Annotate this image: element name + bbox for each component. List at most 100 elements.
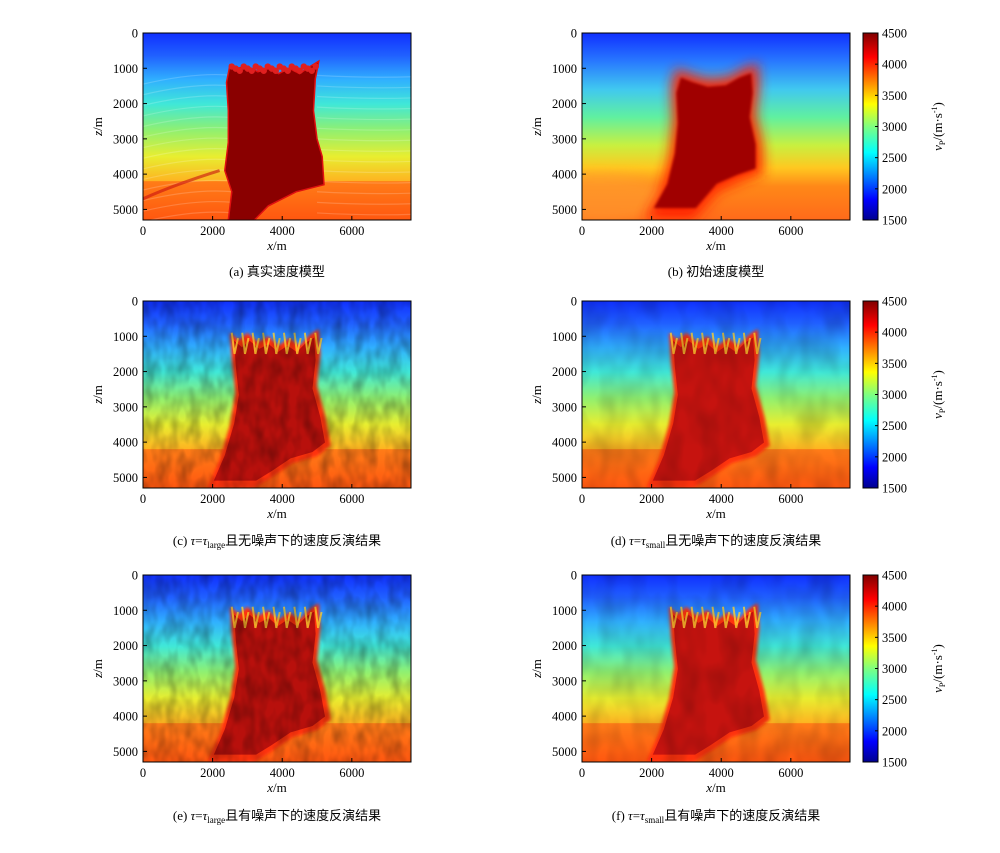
caption-d: (d) τ=τsmall且无噪声下的速度反演结果 — [611, 533, 822, 550]
axes-frame-c — [142, 300, 412, 489]
colorbar-tick-label: 2500 — [882, 151, 907, 165]
x-tick-label: 4000 — [270, 766, 295, 780]
colorbar-label: vP/(m·s-1) — [930, 102, 947, 151]
x-axis-label: x/m — [705, 238, 726, 253]
colorbar-tick-label: 4000 — [882, 326, 907, 340]
colorbar-tick-label: 3500 — [882, 357, 907, 371]
colorbar-tick-label: 3500 — [882, 89, 907, 103]
z-axis-label: z/m — [529, 659, 544, 679]
colorbar-label: vP/(m·s-1) — [930, 370, 947, 419]
colorbar-tick-label: 1500 — [882, 756, 907, 770]
colorbar-f: 4500 4000 3500 3000 2500 2000 1500 vP/(m·s-1) — [862, 569, 947, 770]
axes-frame-a — [142, 32, 412, 221]
velocity-image-c — [143, 301, 411, 488]
x-axis-label: x/m — [705, 506, 726, 521]
velocity-image-f — [582, 575, 850, 762]
z-tick-label: 2000 — [113, 365, 138, 379]
colorbar-tick-label: 1500 — [882, 482, 907, 496]
caption-a: (a) 真实速度模型 — [229, 264, 325, 279]
colorbar-tick-label: 3000 — [882, 662, 907, 676]
x-tick-label: 4000 — [709, 492, 734, 506]
x-axis-label: x/m — [705, 780, 726, 795]
colorbar-label: vP/(m·s-1) — [930, 644, 947, 693]
z-tick-label: 0 — [571, 27, 577, 41]
x-tick-label: 4000 — [270, 224, 295, 238]
colorbar-tick-label: 2500 — [882, 419, 907, 433]
z-axis-label: z/m — [90, 659, 105, 679]
colorbar-tick-label: 4500 — [882, 295, 907, 309]
z-axis-label: z/m — [529, 385, 544, 405]
axes-frame-b — [581, 32, 851, 221]
caption-c: (c) τ=τlarge且无噪声下的速度反演结果 — [173, 533, 381, 550]
z-tick-label: 1000 — [552, 62, 577, 76]
z-tick-label: 2000 — [552, 97, 577, 111]
x-tick-label: 6000 — [778, 224, 803, 238]
z-tick-label: 4000 — [113, 436, 138, 450]
x-tick-label: 6000 — [778, 766, 803, 780]
x-tick-label: 0 — [140, 492, 146, 506]
z-axis-label: z/m — [90, 117, 105, 137]
x-tick-label: 2000 — [200, 224, 225, 238]
colorbar-tick-label: 3000 — [882, 120, 907, 134]
z-tick-label: 0 — [571, 569, 577, 583]
x-tick-label: 6000 — [339, 224, 364, 238]
velocity-image-b — [582, 33, 850, 220]
z-tick-label: 3000 — [113, 400, 138, 414]
z-tick-label: 0 — [132, 295, 138, 309]
colorbar-tick-label: 2000 — [882, 182, 907, 196]
z-tick-label: 1000 — [113, 62, 138, 76]
colorbar-tick-label: 3500 — [882, 631, 907, 645]
x-tick-label: 0 — [579, 492, 585, 506]
colorbar-tick-label: 4000 — [882, 600, 907, 614]
x-tick-label: 2000 — [200, 766, 225, 780]
z-tick-label: 3000 — [552, 132, 577, 146]
x-tick-label: 6000 — [778, 492, 803, 506]
z-tick-label: 5000 — [552, 745, 577, 759]
x-tick-label: 0 — [579, 766, 585, 780]
z-tick-label: 4000 — [552, 710, 577, 724]
z-tick-label: 5000 — [552, 203, 577, 217]
x-tick-label: 2000 — [639, 224, 664, 238]
x-tick-label: 0 — [140, 766, 146, 780]
colorbar-tick-label: 1500 — [882, 214, 907, 228]
z-tick-label: 3000 — [552, 674, 577, 688]
x-tick-label: 6000 — [339, 492, 364, 506]
z-tick-label: 5000 — [113, 745, 138, 759]
salt-body-b — [653, 73, 756, 209]
z-tick-label: 5000 — [113, 203, 138, 217]
z-axis-label: z/m — [529, 117, 544, 137]
colorbar-b: 4500 4000 3500 3000 2500 2000 1500 vP/(m·s-1) — [862, 27, 947, 228]
z-tick-label: 2000 — [552, 639, 577, 653]
caption-b: (b) 初始速度模型 — [668, 264, 764, 279]
z-tick-label: 1000 — [552, 604, 577, 618]
x-axis-label: x/m — [266, 780, 287, 795]
x-tick-label: 4000 — [270, 492, 295, 506]
x-tick-label: 2000 — [200, 492, 225, 506]
x-tick-label: 2000 — [639, 766, 664, 780]
velocity-image-e — [143, 575, 411, 762]
colorbar-tick-label: 2500 — [882, 693, 907, 707]
z-tick-label: 0 — [132, 27, 138, 41]
axes-frame-e — [142, 574, 412, 763]
colorbar-tick-label: 4500 — [882, 27, 907, 41]
z-tick-label: 2000 — [113, 639, 138, 653]
z-tick-label: 0 — [571, 295, 577, 309]
caption-e: (e) τ=τlarge且有噪声下的速度反演结果 — [173, 808, 381, 825]
x-tick-label: 4000 — [709, 766, 734, 780]
axes-frame-f — [581, 574, 851, 763]
axes-frame-d — [581, 300, 851, 489]
velocity-image-d — [582, 301, 850, 488]
colorbar-tick-label: 4500 — [882, 569, 907, 583]
z-tick-label: 4000 — [113, 710, 138, 724]
x-tick-label: 2000 — [639, 492, 664, 506]
z-tick-label: 1000 — [113, 330, 138, 344]
z-tick-label: 3000 — [552, 400, 577, 414]
z-tick-label: 2000 — [113, 97, 138, 111]
